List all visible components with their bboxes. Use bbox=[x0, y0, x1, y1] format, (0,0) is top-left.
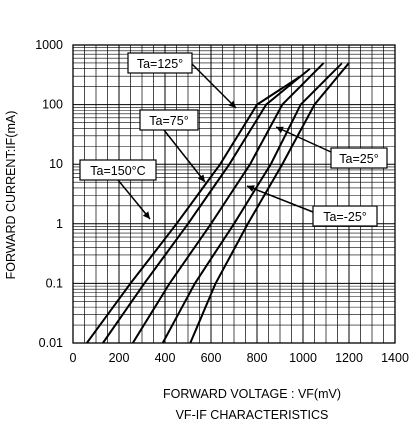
grid-lines bbox=[73, 45, 395, 343]
x-tick-label: 200 bbox=[109, 351, 130, 365]
annotation-arrowhead-0 bbox=[228, 100, 236, 108]
y-tick-label: 1 bbox=[56, 217, 63, 231]
y-tick-labels: 0.01 0.1 1 10 100 1000 bbox=[35, 38, 63, 350]
series-line-2 bbox=[131, 62, 325, 344]
series-line-1 bbox=[102, 67, 311, 344]
annotation-label-2: Ta=150°C bbox=[90, 164, 145, 178]
series-line-3 bbox=[161, 62, 343, 344]
annotation-arrowhead-1 bbox=[197, 174, 205, 182]
y-tick-label: 10 bbox=[49, 157, 63, 171]
y-tick-label: 100 bbox=[42, 98, 63, 112]
annotation-box-2 bbox=[79, 159, 157, 181]
x-axis-title: FORWARD VOLTAGE : VF(mV) bbox=[163, 387, 341, 401]
annotation-leaders bbox=[117, 63, 332, 220]
annotation-arrowhead-2 bbox=[142, 211, 150, 219]
annotation-labels: Ta=125° Ta=75° Ta=150°C Ta=25° Ta=-25° bbox=[79, 52, 388, 227]
annotation-label-0: Ta=125° bbox=[137, 57, 183, 71]
x-tick-label: 400 bbox=[155, 351, 176, 365]
annotation-box-0 bbox=[127, 52, 193, 74]
annotation-leader-4 bbox=[246, 185, 314, 213]
annotation-arrowhead-3 bbox=[276, 126, 284, 134]
annotation-box-3 bbox=[330, 147, 388, 169]
annotation-label-3: Ta=25° bbox=[339, 152, 378, 166]
series-lines bbox=[85, 62, 350, 344]
y-tick-label: 1000 bbox=[35, 38, 63, 52]
y-axis-title: FORWARD CURRENT:IF(mA) bbox=[4, 111, 18, 280]
x-tick-label: 1400 bbox=[381, 351, 409, 365]
annotation-box-4 bbox=[312, 205, 378, 227]
annotation-leader-0 bbox=[191, 63, 237, 109]
y-tick-label: 0.01 bbox=[39, 336, 63, 350]
annotation-arrowhead-4 bbox=[247, 185, 255, 192]
annotation-label-1: Ta=75° bbox=[149, 114, 188, 128]
y-tick-label: 0.1 bbox=[46, 276, 63, 290]
annotation-leader-2 bbox=[117, 179, 151, 220]
x-tick-label: 0 bbox=[70, 351, 77, 365]
annotation-box-1 bbox=[139, 109, 199, 131]
annotation-leader-3 bbox=[275, 126, 332, 153]
plot-frame bbox=[72, 44, 396, 344]
series-line-0 bbox=[85, 75, 302, 344]
annotation-label-4: Ta=-25° bbox=[323, 210, 367, 224]
x-tick-labels: 0 200 400 600 800 1000 1200 1400 bbox=[70, 351, 409, 365]
x-tick-label: 1000 bbox=[289, 351, 317, 365]
annotation-leader-1 bbox=[163, 129, 206, 183]
chart-subtitle: VF-IF CHARACTERISTICS bbox=[176, 408, 329, 422]
x-tick-label: 600 bbox=[201, 351, 222, 365]
x-tick-label: 800 bbox=[247, 351, 268, 365]
series-line-4 bbox=[189, 62, 350, 344]
x-tick-label: 1200 bbox=[335, 351, 363, 365]
